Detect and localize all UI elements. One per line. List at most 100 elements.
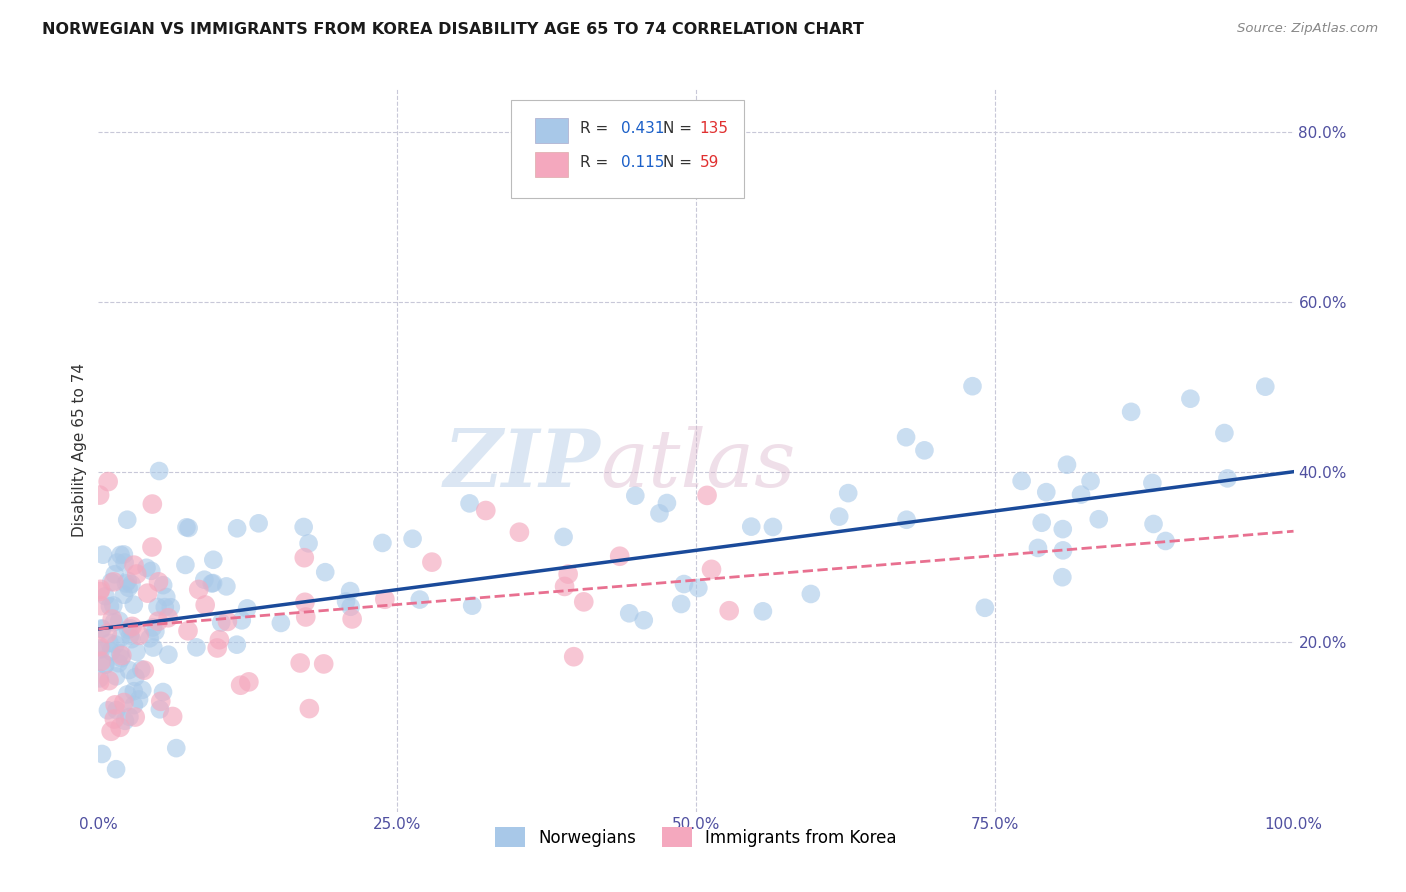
Point bbox=[91, 747, 114, 761]
Point bbox=[562, 649, 585, 664]
Point bbox=[136, 586, 159, 600]
Point bbox=[297, 536, 319, 550]
Point bbox=[121, 619, 143, 633]
Point bbox=[103, 599, 125, 613]
Point bbox=[100, 574, 122, 589]
Point bbox=[104, 567, 127, 582]
Point bbox=[148, 614, 170, 628]
Text: atlas: atlas bbox=[600, 426, 796, 504]
Text: N =: N = bbox=[662, 155, 696, 170]
Point bbox=[238, 674, 260, 689]
Point bbox=[110, 548, 132, 562]
Text: 0.431: 0.431 bbox=[620, 121, 664, 136]
Point bbox=[94, 589, 117, 603]
Point bbox=[107, 657, 129, 671]
Point bbox=[312, 657, 335, 671]
Text: 0.115: 0.115 bbox=[620, 155, 664, 170]
Point bbox=[648, 506, 671, 520]
Point bbox=[115, 576, 138, 591]
Point bbox=[458, 496, 481, 510]
Point bbox=[97, 703, 120, 717]
Point bbox=[461, 599, 484, 613]
Point bbox=[105, 762, 128, 776]
Point bbox=[1080, 474, 1102, 488]
Point bbox=[94, 657, 117, 672]
Point bbox=[117, 581, 139, 595]
Point bbox=[187, 582, 209, 597]
Point bbox=[98, 599, 121, 614]
Point bbox=[142, 640, 165, 655]
Point bbox=[401, 532, 423, 546]
Point bbox=[1052, 522, 1074, 536]
Point bbox=[125, 645, 148, 659]
Point bbox=[141, 564, 163, 578]
Point bbox=[114, 556, 136, 570]
Point bbox=[117, 513, 139, 527]
Point bbox=[134, 663, 156, 677]
Point bbox=[700, 562, 723, 576]
Point bbox=[124, 710, 146, 724]
Point bbox=[155, 590, 177, 604]
Point bbox=[90, 599, 112, 613]
Point bbox=[633, 613, 655, 627]
Point bbox=[120, 621, 142, 635]
Point bbox=[1035, 485, 1057, 500]
Point bbox=[157, 648, 180, 662]
Point bbox=[90, 621, 112, 635]
Point bbox=[1031, 516, 1053, 530]
Point bbox=[202, 553, 225, 567]
Point bbox=[619, 607, 641, 621]
Point bbox=[828, 509, 851, 524]
Point bbox=[89, 488, 111, 502]
Point bbox=[108, 647, 131, 661]
Point bbox=[101, 612, 124, 626]
Y-axis label: Disability Age 65 to 74: Disability Age 65 to 74 bbox=[72, 363, 87, 538]
Point bbox=[655, 496, 678, 510]
Point bbox=[270, 615, 292, 630]
Point bbox=[103, 574, 125, 589]
Point bbox=[912, 443, 935, 458]
Point bbox=[128, 628, 150, 642]
Point bbox=[111, 648, 134, 663]
Point bbox=[896, 513, 918, 527]
Point bbox=[105, 556, 128, 570]
Point bbox=[149, 702, 172, 716]
Point bbox=[114, 714, 136, 728]
Point bbox=[247, 516, 270, 531]
Text: 135: 135 bbox=[700, 121, 728, 136]
Point bbox=[1121, 405, 1143, 419]
Point bbox=[226, 521, 249, 535]
Point bbox=[208, 632, 231, 647]
Point bbox=[409, 592, 432, 607]
Point bbox=[557, 567, 579, 582]
Point bbox=[122, 558, 145, 573]
Point bbox=[298, 701, 321, 715]
Point bbox=[89, 641, 111, 656]
Point bbox=[159, 600, 181, 615]
Point bbox=[96, 626, 118, 640]
Point bbox=[215, 579, 238, 593]
Text: R =: R = bbox=[581, 155, 613, 170]
Point bbox=[89, 640, 111, 654]
Point bbox=[121, 632, 143, 647]
Point bbox=[110, 651, 132, 665]
Point bbox=[609, 549, 631, 564]
Text: Source: ZipAtlas.com: Source: ZipAtlas.com bbox=[1237, 22, 1378, 36]
Point bbox=[508, 525, 530, 540]
Point bbox=[696, 488, 718, 502]
Point bbox=[153, 600, 176, 615]
Point bbox=[1216, 471, 1239, 485]
Text: NORWEGIAN VS IMMIGRANTS FROM KOREA DISABILITY AGE 65 TO 74 CORRELATION CHART: NORWEGIAN VS IMMIGRANTS FROM KOREA DISAB… bbox=[42, 22, 865, 37]
Point bbox=[103, 615, 125, 630]
Point bbox=[1011, 474, 1033, 488]
Point bbox=[104, 638, 127, 652]
Point bbox=[340, 612, 363, 626]
Point bbox=[894, 430, 917, 444]
Point bbox=[122, 598, 145, 612]
Point bbox=[142, 620, 165, 634]
Point bbox=[108, 720, 131, 734]
Point bbox=[553, 530, 575, 544]
Point bbox=[100, 644, 122, 658]
Point bbox=[152, 578, 174, 592]
Point bbox=[141, 540, 163, 554]
